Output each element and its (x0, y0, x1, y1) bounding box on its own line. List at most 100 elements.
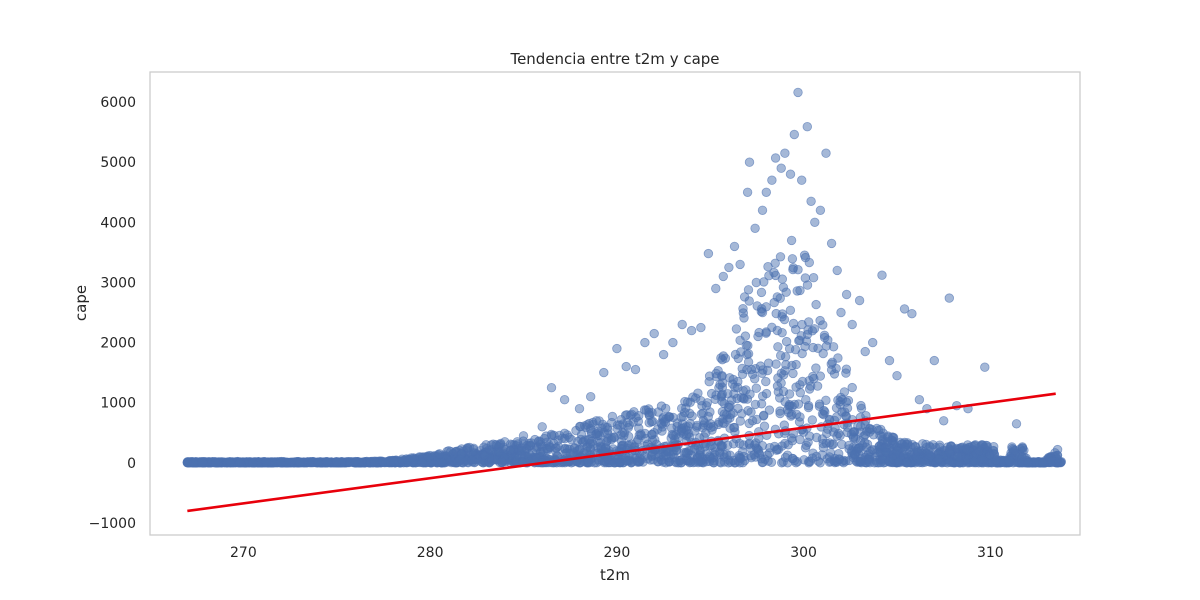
scatter-point (276, 457, 286, 468)
scatter-point (767, 175, 777, 185)
scatter-point (792, 286, 802, 296)
scatter-point (758, 411, 769, 421)
scatter-point (785, 169, 796, 179)
scatter-point (518, 431, 529, 441)
scatter-point (646, 417, 657, 427)
scatter-point (686, 457, 696, 467)
scatter-point (811, 363, 821, 373)
scatter-point (892, 371, 902, 381)
scatter-point (881, 447, 891, 457)
scatter-point (757, 368, 767, 379)
scatter-point (743, 285, 754, 295)
scatter-point (742, 187, 753, 198)
scatter-point (769, 267, 779, 278)
scatter-point (234, 457, 245, 468)
x-axis-ticks: 270 280 290 300 310 (230, 545, 1004, 561)
y-axis-title: cape (72, 285, 90, 321)
scatter-point (1004, 455, 1014, 466)
scatter-point (437, 458, 447, 468)
scatter-point (912, 446, 923, 456)
scatter-point (772, 292, 783, 302)
scatter-point (247, 458, 258, 468)
scatter-point (895, 437, 905, 448)
scatter-point (776, 378, 786, 388)
scatter-point (673, 432, 684, 443)
scatter-point (668, 337, 678, 348)
y-tick-label: 6000 (100, 95, 136, 111)
scatter-point (797, 175, 807, 185)
scatter-point (929, 355, 940, 366)
scatter-point (877, 270, 887, 280)
x-tick-label: 310 (977, 545, 1004, 561)
scatter-point (826, 365, 837, 375)
scatter-point (601, 443, 611, 454)
scatter-point (797, 376, 808, 387)
scatter-point (794, 336, 804, 346)
scatter-point (925, 442, 936, 453)
scatter-point (708, 421, 719, 432)
scatter-point (991, 455, 1001, 465)
scatter-point (808, 273, 819, 283)
scatter-point (775, 408, 785, 419)
scatter-point (735, 259, 745, 270)
scatter-point (551, 447, 561, 457)
scatter-point (661, 450, 671, 461)
scatter-point (907, 309, 917, 319)
scatter-point (695, 450, 705, 461)
trend-line (187, 392, 1056, 513)
scatter-point (693, 388, 703, 398)
scatter-point (723, 402, 734, 413)
scatter-point (802, 121, 813, 132)
scatter-point (677, 319, 687, 330)
scatter-point (751, 438, 761, 448)
scatter-point (850, 433, 861, 444)
scatter-point (675, 455, 686, 466)
scatter-point (1017, 442, 1028, 452)
scatter-point (737, 363, 747, 374)
y-tick-label: −1000 (89, 516, 136, 532)
scatter-point (832, 431, 842, 441)
scatter-point (804, 257, 815, 268)
scatter-point (828, 439, 839, 449)
scatter-point (631, 412, 641, 423)
scatter-point (455, 454, 465, 465)
scatter-point (1022, 458, 1033, 468)
scatter-point (719, 409, 730, 419)
y-tick-label: 0 (127, 456, 136, 472)
scatter-point (744, 157, 755, 167)
scatter-point (524, 449, 535, 460)
scatter-point (806, 196, 816, 207)
scatter-point (800, 341, 810, 352)
scatter-point (710, 447, 720, 457)
scatter-point (685, 432, 695, 442)
scatter-point (751, 277, 762, 288)
x-axis-title: t2m (600, 566, 630, 584)
scatter-point (781, 287, 791, 297)
scatter-point (766, 457, 777, 468)
scatter-point (795, 412, 805, 422)
scatter-point (753, 331, 763, 342)
scatter-point (620, 452, 631, 462)
scatter-point (853, 443, 864, 453)
scatter-point (829, 456, 839, 466)
scatter-point (854, 295, 865, 306)
scatter-point (807, 415, 818, 425)
scatter-point (725, 423, 735, 433)
scatter-point (976, 453, 987, 464)
scatter-point (397, 454, 407, 464)
scatter-point (729, 241, 740, 252)
scatter-point (761, 327, 771, 337)
scatter-point (634, 423, 644, 433)
scatter-point (780, 148, 790, 158)
scatter-point (444, 446, 454, 456)
scatter-point (434, 449, 445, 459)
scatter-point (752, 301, 762, 311)
scatter-point (822, 428, 832, 439)
scatter-point (784, 344, 795, 354)
scatter-point (809, 324, 820, 334)
scatter-point (649, 328, 659, 339)
scatter-point (425, 450, 435, 461)
scatter-point (785, 305, 796, 316)
scatter-point (786, 235, 797, 246)
